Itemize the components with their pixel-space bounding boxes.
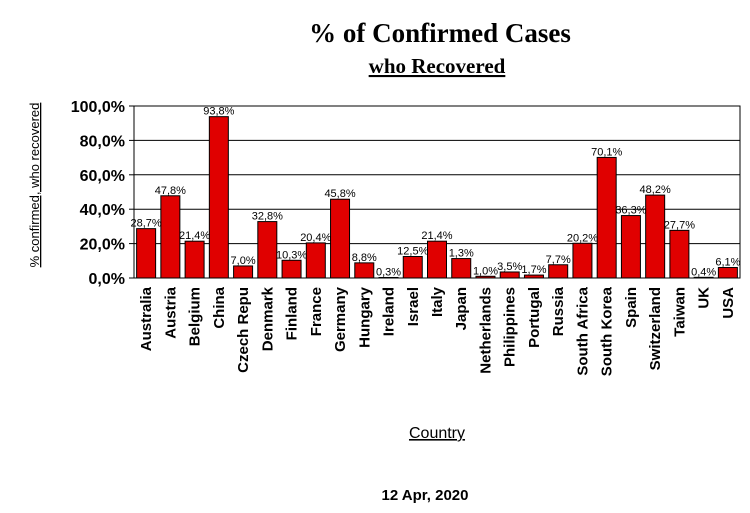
chart-title: % of Confirmed Cases [309,18,571,48]
category-label: USA [720,287,737,319]
data-label: 7,7% [546,254,571,266]
category-label: France [308,287,325,336]
category-label: Taiwan [671,287,688,337]
category-label: China [211,286,228,328]
category-label: Spain [623,287,640,328]
data-label: 12,5% [397,246,428,258]
data-label: 27,7% [664,219,695,231]
bar [548,264,569,279]
category-label: Denmark [259,286,276,351]
category-label: Ireland [381,287,398,336]
bar [572,242,593,279]
data-label: 93,8% [203,106,234,118]
category-label: Netherlands [477,287,494,374]
y-tick-label: 60,0% [80,168,125,185]
y-axis-label: % confirmed, who recovered [27,103,42,268]
y-tick-label: 20,0% [80,237,125,254]
bar [596,156,617,279]
bar [233,265,254,279]
bar [257,221,278,279]
category-label: Australia [138,286,155,351]
data-label: 28,7% [131,218,162,230]
category-label: Finland [284,287,301,340]
x-axis-label: Country [409,425,465,442]
data-label: 1,3% [449,248,474,260]
data-label: 1,7% [521,264,546,276]
bar [136,228,157,279]
data-label: 7,0% [231,255,256,267]
y-tick-labels: 0,0% 20,0% 40,0% 60,0% 80,0% 100,0% [71,99,125,288]
bar [669,229,690,279]
bar [717,267,738,279]
y-tick-label: 100,0% [71,99,125,116]
data-labels: 28,7% 47,8% 21,4% 93,8% 7,0% 32,8% 10,3% 20,4% 4… [131,106,741,279]
bar [184,240,205,279]
chart-date: 12 Apr, 2020 [381,487,468,504]
data-label: 70,1% [591,146,622,158]
category-label: Belgium [187,287,204,346]
y-tick-label: 80,0% [80,133,125,150]
bar [451,258,472,279]
data-label: 32,8% [252,211,283,223]
bar [208,116,229,279]
category-label: Hungary [356,286,373,348]
category-labels: Australia Austria Belgium China Czech Repu De… [138,286,737,376]
bar [427,240,447,279]
category-label: Portugal [526,287,543,348]
bar [160,195,181,279]
data-label: 8,8% [352,252,377,264]
y-tick-label: 40,0% [80,202,125,219]
data-label: 21,4% [179,230,210,242]
data-label: 47,8% [155,185,186,197]
data-label: 10,3% [276,249,307,261]
data-label: 36,3% [615,205,646,217]
data-label: 1,0% [473,265,498,277]
category-label: Czech Repu [235,287,252,373]
data-label: 48,2% [640,184,671,196]
data-label: 21,4% [421,230,452,242]
bars [136,116,738,279]
bar [330,198,351,279]
category-label: South Korea [599,286,616,376]
data-label: 3,5% [497,261,522,273]
data-label: 0,4% [691,266,716,278]
plot-border [133,105,741,279]
bar [354,262,375,279]
bar [645,194,666,279]
y-tick-label: 0,0% [89,271,125,288]
category-label: UK [696,287,713,309]
category-label: Austria [162,286,179,338]
data-label: 20,4% [300,232,331,244]
bar [281,259,302,279]
data-label: 20,2% [567,232,598,244]
data-label: 0,3% [376,266,401,278]
category-label: Philippines [502,287,519,367]
category-label: Israel [405,287,422,326]
data-label: 6,1% [715,257,740,269]
category-label: Germany [332,286,349,352]
bar [305,242,326,279]
category-label: Italy [429,286,446,317]
data-label: 45,8% [324,188,355,200]
bar [620,215,641,279]
chart-subtitle: who Recovered [369,54,506,78]
category-label: Russia [550,286,567,336]
category-label: Japan [453,287,470,330]
bar [402,256,423,279]
category-label: South Africa [574,286,591,375]
category-label: Switzerland [647,287,664,370]
